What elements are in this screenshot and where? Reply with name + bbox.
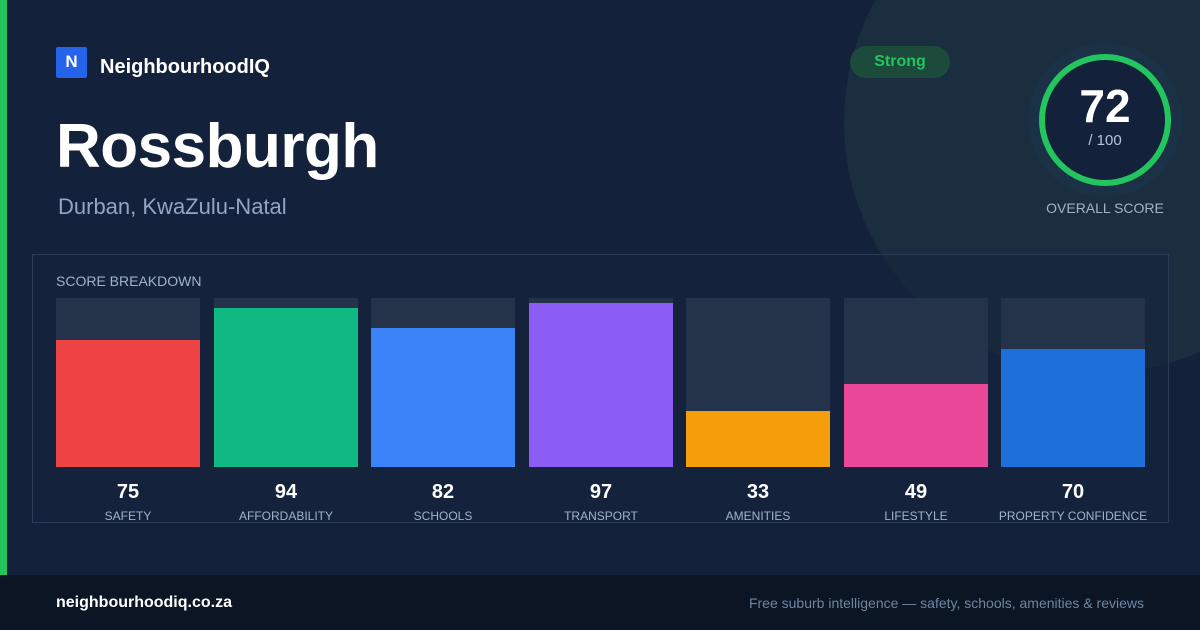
suburb-title: Rossburgh <box>56 112 379 181</box>
score-bar-label: AMENITIES <box>725 509 791 523</box>
score-bar-schools: 82 SCHOOLS <box>371 298 515 523</box>
score-bar-label: LIFESTYLE <box>884 509 948 523</box>
score-bar-label: SCHOOLS <box>413 509 473 523</box>
brand: N NeighbourhoodIQ <box>56 46 270 78</box>
score-bar-label: TRANSPORT <box>564 509 638 523</box>
score-bar-label: SAFETY <box>104 509 152 523</box>
score-breakdown-panel: SCORE BREAKDOWN 75 SAFETY 94 AFFORDABILITY 8… <box>32 254 1169 523</box>
score-bar-track <box>844 298 988 467</box>
score-bar-value: 49 <box>904 481 928 503</box>
score-bar-track <box>371 298 515 467</box>
score-bar-value: 94 <box>274 481 298 503</box>
score-bar-label: AFFORDABILITY <box>238 509 333 523</box>
score-bar-track <box>686 298 830 467</box>
score-bar-affordability: 94 AFFORDABILITY <box>214 298 358 523</box>
footer-domain: neighbourhoodiq.co.za <box>56 594 232 611</box>
score-bar-fill <box>371 328 515 467</box>
score-bar-value: 33 <box>746 481 770 503</box>
score-breakdown-title: SCORE BREAKDOWN <box>56 273 202 289</box>
brand-name: NeighbourhoodIQ <box>100 55 270 78</box>
score-bar-property-confidence: 70 PROPERTY CONFIDENCE <box>999 298 1147 523</box>
score-bar-fill <box>686 411 830 467</box>
score-bar-amenities: 33 AMENITIES <box>686 298 830 523</box>
overall-score-max: / 100 <box>1088 132 1122 149</box>
score-breakdown-bars: 75 SAFETY 94 AFFORDABILITY 82 SCHOOLS 97 TRANSP… <box>56 298 1147 523</box>
score-bar-fill <box>529 303 673 467</box>
score-bar-fill <box>56 340 200 467</box>
brand-logo-icon: N <box>56 46 87 78</box>
status-badge: Strong <box>850 46 950 78</box>
score-bar-transport: 97 TRANSPORT <box>529 298 673 523</box>
score-bar-track <box>1001 298 1145 467</box>
overall-score-value: 72 <box>1079 80 1131 132</box>
score-bar-fill <box>214 308 358 467</box>
suburb-location: Durban, KwaZulu-Natal <box>58 194 287 219</box>
score-bar-value: 82 <box>431 481 455 503</box>
score-bar-value: 75 <box>116 481 140 503</box>
score-bar-lifestyle: 49 LIFESTYLE <box>844 298 988 523</box>
score-ring-graphic <box>1028 43 1182 197</box>
score-bar-safety: 75 SAFETY <box>56 298 200 523</box>
overall-score-ring: 72 / 100 <box>1028 43 1182 197</box>
footer-tagline: Free suburb intelligence — safety, schoo… <box>748 595 1144 611</box>
score-bar-fill <box>844 384 988 467</box>
score-bar-track <box>529 298 673 467</box>
footer: neighbourhoodiq.co.za Free suburb intell… <box>0 575 1200 630</box>
score-bar-fill <box>1001 349 1145 467</box>
score-ring-arc <box>1039 54 1171 186</box>
accent-bar <box>0 0 7 575</box>
score-bar-value: 70 <box>1061 481 1085 503</box>
overall-score-caption: OVERALL SCORE <box>1046 200 1164 216</box>
score-bar-label: PROPERTY CONFIDENCE <box>998 509 1148 523</box>
score-bar-value: 97 <box>589 481 613 503</box>
score-bar-track <box>214 298 358 467</box>
score-bar-track <box>56 298 200 467</box>
